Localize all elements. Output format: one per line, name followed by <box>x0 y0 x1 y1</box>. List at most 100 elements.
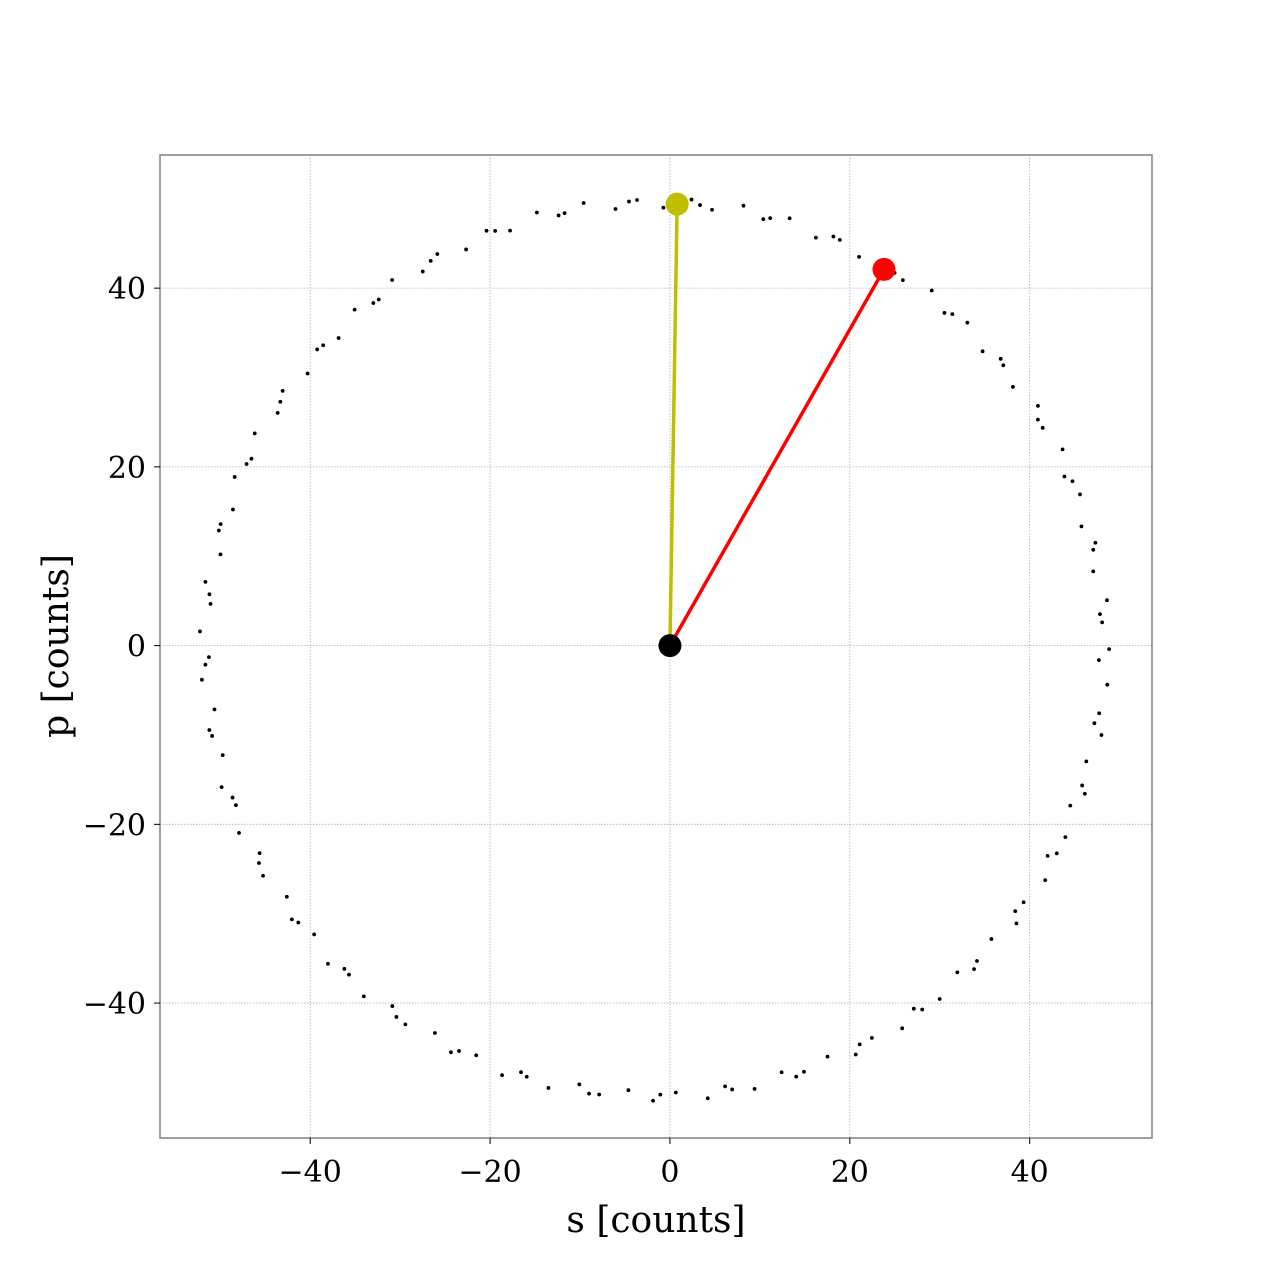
circle-sample-point <box>900 278 905 283</box>
circle-sample-point <box>1078 492 1082 497</box>
circle-sample-point <box>493 229 498 233</box>
y-tick-label: −20 <box>83 808 146 843</box>
circle-sample-point <box>216 528 221 533</box>
circle-sample-point <box>203 662 208 667</box>
circle-sample-point <box>1070 479 1075 484</box>
circle-sample-point <box>1105 682 1110 687</box>
circle-sample-point <box>752 1086 757 1091</box>
circle-sample-point <box>831 234 836 239</box>
y-tick-label: 20 <box>108 451 146 486</box>
circle-sample-point <box>342 966 347 971</box>
y-ticks: −40 −20 0 20 40 <box>83 272 160 1022</box>
circle-sample-point <box>315 347 320 352</box>
circle-sample-point <box>900 1026 905 1031</box>
circle-sample-point <box>705 1096 710 1101</box>
circle-sample-point <box>361 994 366 999</box>
circle-sample-point <box>989 937 994 941</box>
circle-sample-point <box>965 320 970 325</box>
circle-sample-point <box>210 734 215 738</box>
circle-sample-point <box>218 552 223 557</box>
circle-sample-point <box>289 917 294 922</box>
circle-sample-point <box>698 203 702 207</box>
circle-sample-point <box>234 803 238 808</box>
circle-sample-point <box>998 356 1003 361</box>
x-tick-label: 40 <box>1011 1155 1049 1190</box>
circle-samples <box>198 197 1112 1103</box>
circle-sample-point <box>326 961 330 966</box>
circle-sample-point <box>508 228 512 233</box>
circle-sample-point <box>524 1074 529 1079</box>
circle-sample-point <box>658 1092 663 1097</box>
y-tick-label: 40 <box>108 272 146 307</box>
circle-sample-point <box>950 312 955 317</box>
circle-sample-point <box>980 349 985 354</box>
circle-sample-point <box>1021 900 1026 905</box>
circle-sample-point <box>635 198 639 202</box>
circle-sample-point <box>710 207 714 212</box>
circle-sample-point <box>837 237 842 242</box>
circle-sample-point <box>203 579 208 584</box>
circle-sample-point <box>278 399 283 404</box>
circle-sample-point <box>1080 783 1085 788</box>
circle-sample-point <box>1091 569 1096 574</box>
circle-sample-point <box>376 297 381 302</box>
circle-sample-point <box>321 343 326 348</box>
circle-sample-point <box>249 456 254 461</box>
circle-sample-point <box>1100 620 1105 625</box>
circle-sample-point <box>433 1031 437 1035</box>
circle-sample-point <box>484 228 489 233</box>
circle-sample-point <box>257 861 261 865</box>
circle-sample-point <box>857 1042 862 1047</box>
circle-sample-point <box>1107 647 1112 652</box>
circle-sample-point <box>280 388 285 393</box>
circle-sample-point <box>730 1087 735 1092</box>
plot-area-frame <box>159 154 1153 1139</box>
x-axis-label: s [counts] <box>566 1200 745 1241</box>
circle-sample-point <box>627 199 631 204</box>
circle-sample-point <box>207 728 212 732</box>
x-tick-label: −40 <box>279 1155 342 1190</box>
circle-sample-point <box>1099 733 1104 737</box>
circle-sample-point <box>613 207 618 211</box>
circle-sample-point <box>1035 417 1040 422</box>
circle-sample-point <box>261 873 265 878</box>
circle-sample-point <box>1045 854 1050 858</box>
circle-sample-point <box>218 522 223 527</box>
vector-endpoint <box>872 257 896 281</box>
y-tick-label: −40 <box>83 987 146 1022</box>
circle-sample-point <box>1079 524 1084 529</box>
circle-sample-point <box>207 655 211 659</box>
circle-sample-point <box>500 1073 504 1078</box>
circle-sample-point <box>1105 598 1109 603</box>
circle-sample-point <box>449 1050 453 1055</box>
circle-sample-point <box>813 235 818 240</box>
circle-sample-point <box>787 216 792 221</box>
circle-sample-point <box>275 410 280 415</box>
circle-sample-point <box>220 753 225 758</box>
vector-line <box>668 268 886 647</box>
circle-sample-point <box>336 336 341 340</box>
circle-sample-point <box>911 1006 916 1011</box>
circle-sample-point <box>1097 658 1101 663</box>
circle-sample-point <box>626 1088 631 1093</box>
circle-sample-point <box>597 1092 602 1097</box>
circle-sample-point <box>198 629 202 634</box>
circle-sample-point <box>673 1090 678 1095</box>
circle-sample-point <box>1068 803 1073 808</box>
circle-sample-point <box>975 959 979 963</box>
circle-sample-point <box>1093 540 1098 545</box>
circle-sample-point <box>230 795 235 800</box>
circle-sample-point <box>403 1022 408 1027</box>
circle-sample-point <box>207 592 212 597</box>
circle-sample-point <box>435 252 440 256</box>
circle-sample-point <box>651 1098 655 1103</box>
circle-sample-point <box>581 201 586 205</box>
circle-sample-point <box>546 1086 551 1090</box>
circle-sample-point <box>1082 791 1087 796</box>
circle-sample-point <box>1054 851 1059 856</box>
circle-sample-point <box>347 972 351 977</box>
circle-sample-point <box>464 247 468 252</box>
circle-sample-point <box>428 258 433 263</box>
circle-sample-point <box>257 851 262 856</box>
y-tick-label: 0 <box>127 630 146 665</box>
